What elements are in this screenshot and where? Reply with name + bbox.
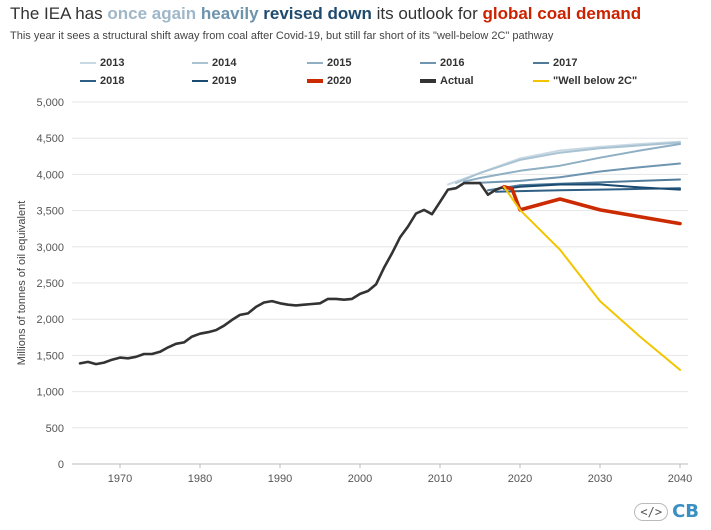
series-line-2017: [487, 178, 681, 192]
title-part: its outlook for: [371, 4, 483, 23]
legend-item: "Well below 2C": [533, 75, 637, 87]
x-tick-label: 2000: [348, 473, 372, 485]
x-tick-label: 2040: [668, 473, 692, 485]
series-line-well-below-2c: [503, 185, 681, 371]
series-line-2020: [502, 184, 682, 226]
legend-item: 2014: [192, 57, 236, 69]
y-tick-label: 5,000: [36, 97, 64, 109]
series-line-2016: [471, 162, 681, 185]
legend-label: 2020: [327, 75, 352, 87]
legend-swatch: [192, 62, 208, 64]
legend-item: 2016: [420, 57, 464, 69]
legend-label: Actual: [440, 75, 474, 87]
legend-swatch: [80, 62, 96, 64]
x-tick-label: 1980: [188, 473, 212, 485]
title-part: heavily: [196, 4, 264, 23]
title-part: global coal demand: [482, 4, 642, 23]
legend-item: 2015: [307, 57, 351, 69]
legend-label: 2018: [100, 75, 125, 87]
legend-label: 2019: [212, 75, 237, 87]
x-tick-label: 2030: [588, 473, 612, 485]
x-tick-label: 2010: [428, 473, 452, 485]
legend-swatch: [307, 62, 323, 64]
chart-title: The IEA has once again heavily revised d…: [10, 4, 641, 24]
legend-label: "Well below 2C": [553, 75, 638, 87]
legend-swatch: [420, 79, 436, 83]
legend-label: 2014: [212, 57, 237, 69]
y-tick-label: 4,500: [36, 133, 64, 145]
legend-swatch: [533, 80, 549, 82]
carbon-brief-logo: CB: [672, 501, 699, 522]
y-tick-label: 2,500: [36, 278, 64, 290]
y-tick-label: 2,000: [36, 314, 64, 326]
y-tick-label: 4,000: [36, 169, 64, 181]
legend-item: 2017: [533, 57, 577, 69]
legend-item: 2020: [307, 75, 351, 87]
legend-label: 2013: [100, 57, 125, 69]
title-part: revised down: [263, 4, 372, 23]
x-tick-label: 1970: [108, 473, 132, 485]
legend-item: Actual: [420, 75, 474, 87]
legend-swatch: [192, 80, 208, 82]
y-tick-label: 0: [58, 459, 64, 471]
chart-subtitle: This year it sees a structural shift awa…: [10, 30, 554, 42]
legend-label: 2015: [327, 57, 352, 69]
y-tick-label: 500: [46, 423, 64, 435]
legend-swatch: [307, 79, 323, 83]
y-tick-label: 3,500: [36, 206, 64, 218]
series-line-2019: [503, 183, 681, 191]
title-part: The IEA has: [10, 4, 108, 23]
y-tick-label: 1,000: [36, 387, 64, 399]
embed-code-icon[interactable]: </>: [634, 502, 669, 521]
legend-item: 2018: [80, 75, 124, 87]
series-line-2015: [463, 143, 681, 183]
legend-swatch: [533, 62, 549, 64]
legend-item: 2013: [80, 57, 124, 69]
legend-label: 2017: [553, 57, 578, 69]
brand-logo: </> CB: [634, 501, 699, 522]
series-line-actual: [78, 181, 506, 366]
chart-legend: 2013 2014 2015 2016 2017 2018 2019 2020 Actual "W…: [80, 57, 700, 93]
y-tick-label: 1,500: [36, 350, 64, 362]
y-tick-label: 3,000: [36, 242, 64, 254]
x-tick-label: 1990: [268, 473, 292, 485]
legend-swatch: [80, 80, 96, 82]
series-line-2018: [495, 187, 681, 193]
legend-label: 2016: [440, 57, 465, 69]
y-axis-label: Millions of tonnes of oil equivalent: [16, 201, 28, 365]
legend-swatch: [420, 62, 436, 64]
legend-item: 2019: [192, 75, 236, 87]
x-tick-label: 2020: [508, 473, 532, 485]
title-part: once again: [107, 4, 197, 23]
series-line-2014: [455, 141, 681, 185]
